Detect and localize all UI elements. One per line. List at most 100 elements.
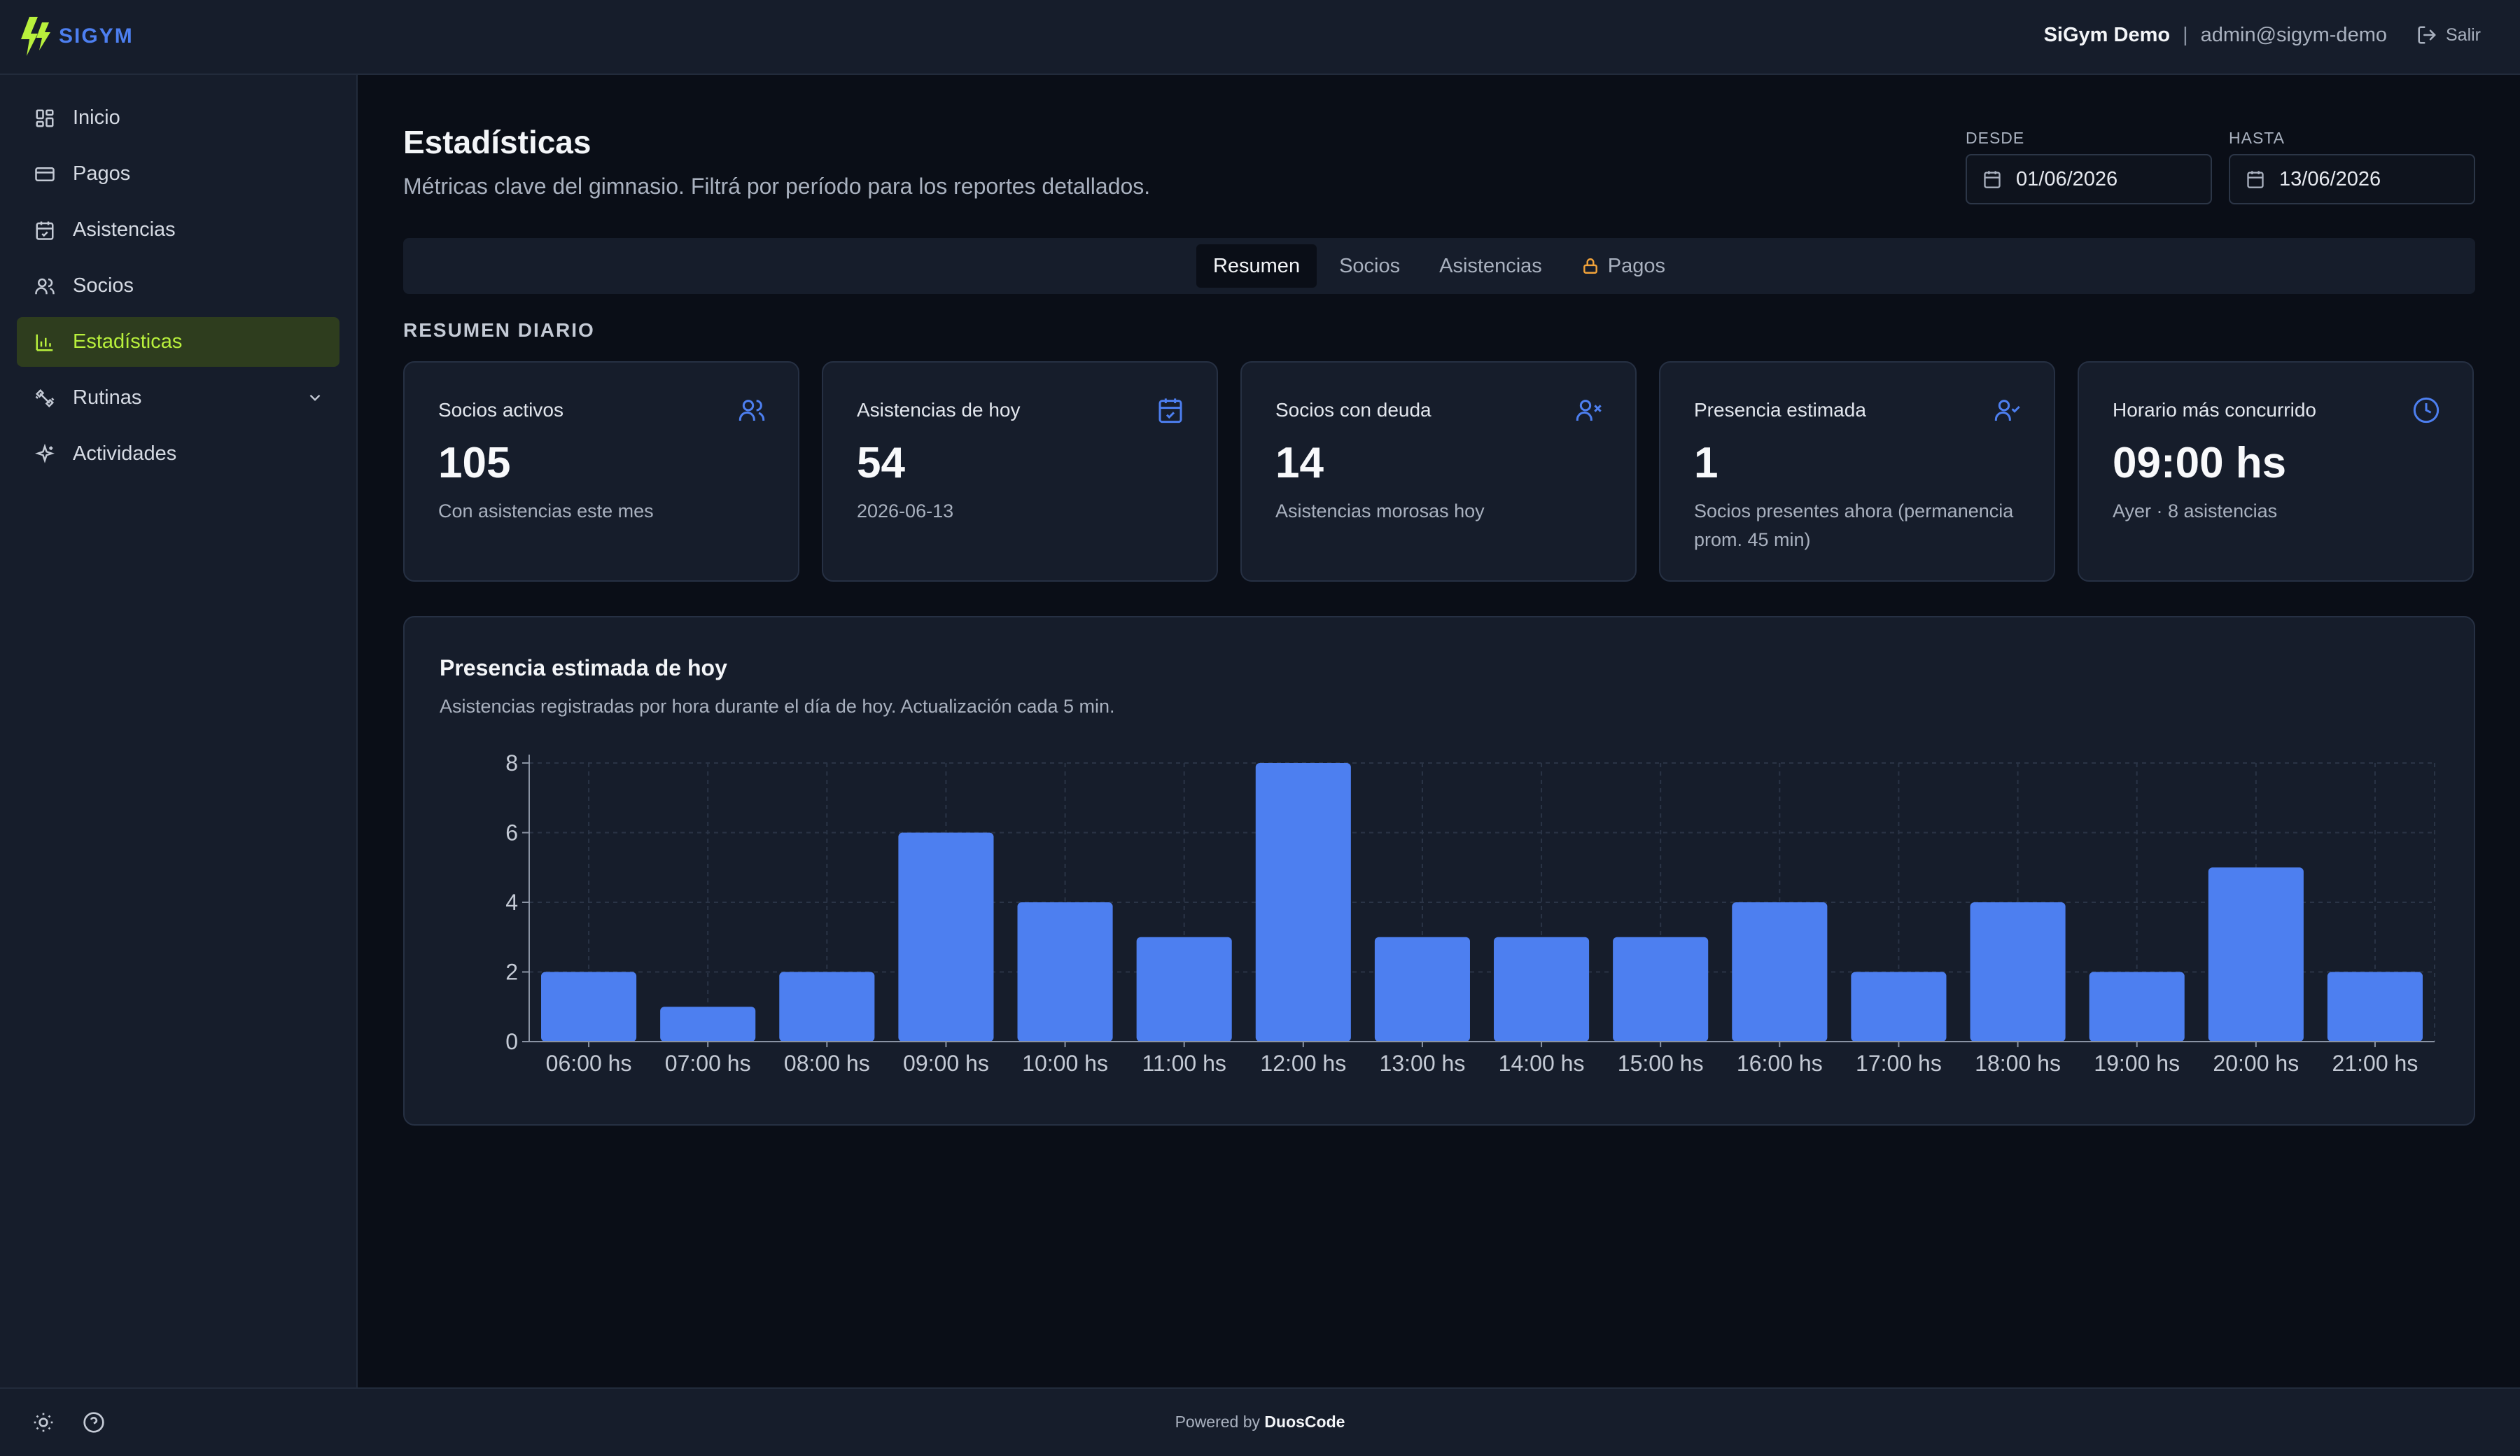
- logout-label: Salir: [2445, 24, 2481, 45]
- card-value: 54: [857, 439, 905, 487]
- chart-bar: [779, 972, 875, 1042]
- chart-bar: [2327, 972, 2423, 1042]
- help-icon[interactable]: [83, 1411, 105, 1434]
- chart-bar: [1613, 937, 1709, 1042]
- x-tick-label: 11:00 hs: [1142, 1051, 1226, 1076]
- tab-label: Asistencias: [1439, 254, 1542, 277]
- y-tick-label: 8: [505, 750, 518, 776]
- chart-title: Presencia estimada de hoy: [440, 655, 727, 680]
- sun-icon[interactable]: [32, 1411, 55, 1434]
- users-icon: [34, 275, 56, 298]
- to-date-field[interactable]: 13/06/2026: [2229, 154, 2475, 204]
- card-title: Horario más concurrido: [2113, 399, 2316, 421]
- card-value: 09:00 hs: [2113, 439, 2287, 487]
- card-desc: Ayer · 8 asistencias: [2113, 500, 2278, 522]
- card-value: 105: [438, 439, 511, 487]
- x-tick-label: 12:00 hs: [1260, 1051, 1346, 1076]
- powered-brand[interactable]: DuosCode: [1264, 1413, 1345, 1431]
- calendar-icon: [1982, 169, 2002, 189]
- sidebar-item-label: Actividades: [73, 442, 177, 465]
- tab-resumen[interactable]: Resumen: [1196, 244, 1317, 288]
- x-tick-label: 08:00 hs: [784, 1051, 870, 1076]
- x-tick-label: 09:00 hs: [903, 1051, 989, 1076]
- section-title: RESUMEN DIARIO: [403, 319, 595, 341]
- sidebar: Inicio Pagos Asistencias Socios Estadíst…: [0, 75, 358, 1387]
- chart-card: Presencia estimada de hoy Asistencias re…: [403, 616, 2475, 1126]
- sidebar-item-actividades[interactable]: Actividades: [17, 429, 340, 479]
- sidebar-item-inicio[interactable]: Inicio: [17, 93, 340, 143]
- tab-label: Socios: [1339, 254, 1401, 277]
- sidebar-item-estadisticas[interactable]: Estadísticas: [17, 317, 340, 367]
- top-bar: SIGYM SiGym Demo | admin@sigym-demo Sali…: [0, 0, 2520, 75]
- kpi-card-socios-deuda: Socios con deuda 14 Asistencias morosas …: [1240, 361, 1637, 582]
- chart-subtitle: Asistencias registradas por hora durante…: [440, 696, 1115, 717]
- tab-asistencias[interactable]: Asistencias: [1422, 244, 1559, 288]
- x-tick-label: 07:00 hs: [665, 1051, 751, 1076]
- user-separator: |: [2183, 23, 2188, 46]
- card-title: Asistencias de hoy: [857, 399, 1021, 421]
- sidebar-item-socios[interactable]: Socios: [17, 261, 340, 311]
- chart-bar: [2089, 972, 2185, 1042]
- chart-bar: [1017, 902, 1113, 1042]
- x-tick-label: 18:00 hs: [1975, 1051, 2061, 1076]
- from-date-field[interactable]: 01/06/2026: [1966, 154, 2212, 204]
- chart-bar: [541, 972, 637, 1042]
- sidebar-item-pagos[interactable]: Pagos: [17, 149, 340, 199]
- chart-bar: [1851, 972, 1947, 1042]
- to-date-value: 13/06/2026: [2279, 167, 2381, 190]
- stats-tabs: Resumen Socios Asistencias Pagos: [403, 238, 2475, 294]
- tab-label: Resumen: [1212, 254, 1301, 277]
- card-value: 14: [1275, 439, 1324, 487]
- clock-icon: [2412, 396, 2440, 424]
- user-name: SiGym Demo: [2043, 23, 2171, 46]
- x-tick-label: 17:00 hs: [1856, 1051, 1942, 1076]
- bar-chart-icon: [34, 331, 56, 354]
- sidebar-item-label: Inicio: [73, 106, 120, 129]
- tab-label: Pagos: [1607, 254, 1666, 277]
- chart-bar: [898, 832, 994, 1042]
- calendar-icon: [2246, 169, 2265, 189]
- sidebar-item-label: Socios: [73, 274, 134, 297]
- card-desc: Socios presentes ahora (permanencia prom…: [1694, 500, 2014, 550]
- card-value: 1: [1694, 439, 1718, 487]
- chart-bar: [1970, 902, 2066, 1042]
- chevron-down-icon[interactable]: [306, 388, 324, 407]
- chart-bar: [1255, 763, 1351, 1042]
- calendar-check-icon: [34, 219, 56, 241]
- x-tick-label: 16:00 hs: [1737, 1051, 1823, 1076]
- sidebar-item-asistencias[interactable]: Asistencias: [17, 205, 340, 255]
- user-email: admin@sigym-demo: [2200, 23, 2387, 46]
- logout-icon: [2418, 26, 2436, 44]
- from-date-value: 01/06/2026: [2016, 167, 2118, 190]
- card-desc: 2026-06-13: [857, 500, 954, 522]
- sidebar-item-label: Estadísticas: [73, 330, 183, 353]
- card-desc: Con asistencias este mes: [438, 500, 654, 522]
- card-title: Socios con deuda: [1275, 399, 1432, 421]
- kpi-card-socios-activos: Socios activos 105 Con asistencias este …: [403, 361, 799, 582]
- kpi-card-asistencias-hoy: Asistencias de hoy 54 2026-06-13: [822, 361, 1218, 582]
- sparkles-icon: [34, 443, 56, 465]
- y-tick-label: 2: [505, 960, 518, 985]
- y-tick-label: 0: [505, 1029, 518, 1054]
- logout-button[interactable]: Salir: [2416, 24, 2481, 46]
- tab-pagos[interactable]: Pagos: [1564, 244, 1682, 288]
- chart-bar: [1374, 937, 1470, 1042]
- chart-bar: [2208, 867, 2304, 1042]
- x-tick-label: 10:00 hs: [1022, 1051, 1108, 1076]
- chart-bar: [1136, 937, 1232, 1042]
- users-icon: [738, 396, 766, 424]
- user-x-icon: [1575, 396, 1603, 424]
- bar-chart: 0 2 4 6 8 06:00 hs 07:00 hs 08:00 hs 09:00 hs 10:…: [505, 750, 2435, 1076]
- lock-icon: [1581, 257, 1600, 275]
- chart-bar: [1494, 937, 1590, 1042]
- dumbbell-icon: [34, 387, 56, 410]
- sidebar-item-rutinas[interactable]: Rutinas: [17, 373, 340, 423]
- chart-bar: [660, 1007, 756, 1042]
- tab-socios[interactable]: Socios: [1322, 244, 1417, 288]
- card-desc: Asistencias morosas hoy: [1275, 500, 1485, 522]
- footer-icons: [32, 1411, 105, 1434]
- bolt-logo-icon: [21, 17, 50, 56]
- footer: Powered by DuosCode: [0, 1387, 2520, 1456]
- app-logo[interactable]: SIGYM: [21, 17, 134, 56]
- grid-icon: [34, 107, 56, 130]
